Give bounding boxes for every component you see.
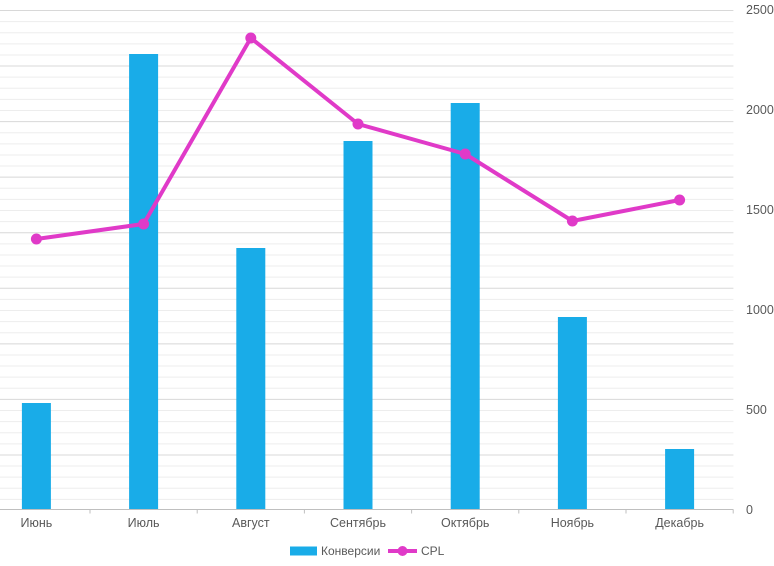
- bar-Сентябрь: [343, 141, 373, 509]
- y-axis-label: 0: [746, 503, 753, 517]
- x-axis-label: Июнь: [21, 516, 53, 530]
- cpl-marker-Октябрь: [459, 148, 471, 160]
- x-axis-label: Октябрь: [441, 516, 489, 530]
- legend-label-cpl: CPL: [421, 544, 445, 558]
- x-axis-label: Июль: [128, 516, 160, 530]
- legend-label-conversions: Конверсии: [321, 544, 380, 558]
- bar-Декабрь: [665, 449, 695, 509]
- bar-Август: [236, 248, 266, 509]
- legend-line-marker: [397, 546, 408, 556]
- y-axis-label: 2000: [746, 103, 774, 117]
- legend-bar-swatch: [290, 546, 317, 556]
- cpl-marker-Август: [245, 32, 257, 44]
- x-axis-label: Декабрь: [655, 516, 704, 530]
- y-axis-label: 500: [746, 403, 767, 417]
- bar-Ноябрь: [557, 317, 587, 509]
- x-axis-label: Август: [232, 516, 270, 530]
- cpl-marker-Июнь: [30, 233, 42, 245]
- cpl-marker-Декабрь: [674, 194, 686, 206]
- bar-Июнь: [21, 403, 51, 509]
- y-axis-label: 1000: [746, 303, 774, 317]
- cpl-marker-Ноябрь: [566, 215, 578, 227]
- y-axis-label: 1500: [746, 203, 774, 217]
- cpl-marker-Сентябрь: [352, 118, 364, 130]
- cpl-marker-Июль: [138, 218, 150, 230]
- x-axis-label: Ноябрь: [551, 516, 594, 530]
- bar-Июль: [129, 54, 159, 509]
- bar-Октябрь: [450, 103, 480, 509]
- x-axis-label: Сентябрь: [330, 516, 386, 530]
- y-axis-label: 2500: [746, 3, 774, 17]
